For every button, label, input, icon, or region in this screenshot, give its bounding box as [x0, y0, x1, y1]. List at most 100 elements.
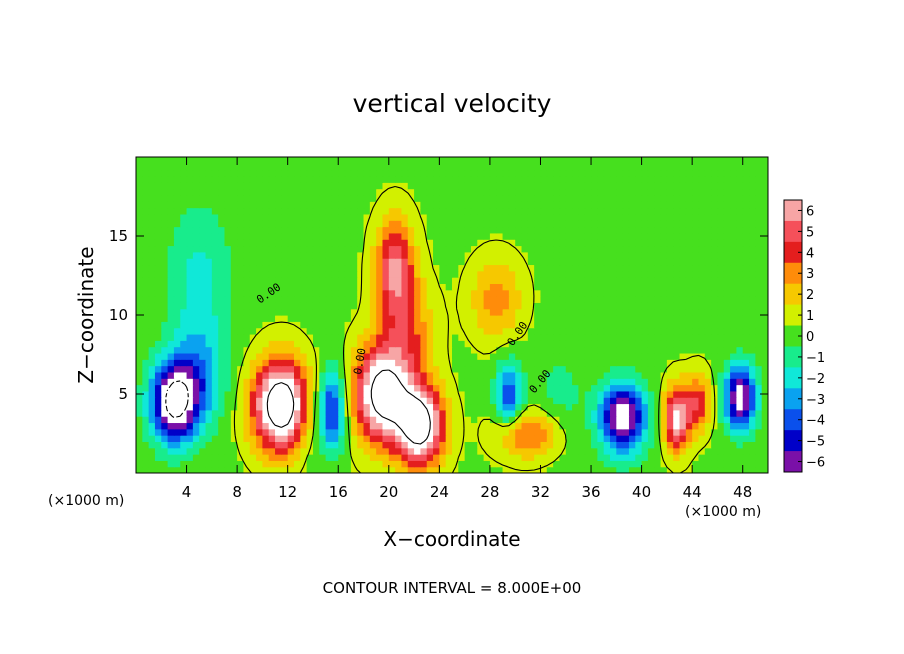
heatmap-cell — [439, 283, 447, 291]
heatmap-cell — [584, 277, 592, 284]
heatmap-cell — [464, 359, 472, 367]
heatmap-cell — [540, 163, 548, 171]
heatmap-cell — [218, 359, 226, 367]
heatmap-cell — [546, 384, 554, 392]
heatmap-cell — [470, 359, 478, 367]
heatmap-cell — [477, 213, 485, 221]
heatmap-cell — [439, 315, 447, 322]
heatmap-cell — [363, 397, 371, 405]
heatmap-cell — [357, 365, 365, 373]
heatmap-cell — [730, 302, 737, 310]
heatmap-cell — [673, 327, 681, 335]
heatmap-cell — [300, 163, 308, 171]
heatmap-cell — [502, 441, 510, 449]
heatmap-cell — [685, 163, 693, 171]
heatmap-cell — [553, 308, 561, 316]
heatmap-cell — [350, 182, 358, 190]
heatmap-cell — [167, 175, 175, 183]
heatmap-cell — [294, 270, 301, 278]
heatmap-cell — [603, 245, 611, 253]
heatmap-cell — [502, 169, 510, 177]
heatmap-cell — [224, 207, 232, 215]
heatmap-cell — [742, 175, 750, 183]
heatmap-cell — [616, 289, 624, 297]
heatmap-cell — [597, 384, 605, 392]
heatmap-cell — [350, 258, 358, 266]
heatmap-cell — [489, 226, 497, 234]
heatmap-cell — [628, 251, 636, 259]
heatmap-cell — [458, 239, 466, 247]
heatmap-cell — [426, 207, 434, 215]
heatmap-cell — [218, 460, 226, 468]
heatmap-cell — [660, 226, 668, 234]
heatmap-cell — [192, 352, 200, 360]
heatmap-cell — [553, 346, 561, 354]
heatmap-cell — [597, 365, 605, 373]
heatmap-cell — [331, 302, 339, 310]
heatmap-cell — [420, 384, 428, 392]
heatmap-cell — [300, 289, 308, 297]
heatmap-cell — [597, 460, 605, 468]
heatmap-cell — [565, 371, 573, 379]
heatmap-cell — [376, 359, 384, 367]
heatmap-cell — [300, 327, 308, 335]
heatmap-cell — [711, 163, 719, 171]
heatmap-cell — [338, 213, 346, 221]
heatmap-cell — [723, 315, 731, 322]
heatmap-cell — [755, 352, 763, 360]
heatmap-cell — [439, 188, 447, 196]
heatmap-cell — [515, 352, 523, 360]
heatmap-cell — [275, 157, 282, 164]
heatmap-cell — [578, 283, 586, 291]
heatmap-cell — [559, 422, 567, 430]
heatmap-cell — [527, 365, 535, 373]
heatmap-cell — [180, 232, 188, 240]
heatmap-cell — [268, 169, 276, 177]
heatmap-cell — [692, 422, 700, 430]
heatmap-cell — [578, 416, 586, 424]
heatmap-cell — [287, 169, 295, 177]
heatmap-cell — [256, 397, 263, 405]
heatmap-cell — [420, 270, 428, 278]
heatmap-cell — [553, 327, 561, 335]
heatmap-cell — [647, 378, 655, 386]
heatmap-cell — [136, 327, 143, 335]
heatmap-cell — [628, 289, 636, 297]
heatmap-cell — [717, 422, 725, 430]
heatmap-cell — [578, 409, 586, 417]
heatmap-cell — [420, 157, 428, 164]
heatmap-cell — [388, 226, 396, 234]
heatmap-cell — [685, 264, 693, 272]
heatmap-cell — [281, 264, 289, 272]
heatmap-cell — [439, 428, 447, 436]
heatmap-cell — [414, 384, 421, 392]
heatmap-cell — [527, 245, 535, 253]
heatmap-cell — [433, 422, 440, 430]
heatmap-cell — [603, 258, 611, 266]
heatmap-cell — [300, 422, 308, 430]
heatmap-cell — [382, 397, 390, 405]
heatmap-cell — [679, 371, 687, 379]
heatmap-cell — [704, 182, 712, 190]
heatmap-cell — [496, 302, 504, 310]
heatmap-cell — [666, 321, 674, 329]
heatmap-cell — [382, 296, 390, 303]
heatmap-cell — [420, 466, 428, 473]
heatmap-cell — [489, 270, 497, 278]
heatmap-cell — [742, 245, 750, 253]
heatmap-cell — [730, 416, 737, 424]
heatmap-cell — [742, 226, 750, 234]
heatmap-cell — [654, 270, 662, 278]
heatmap-cell — [401, 302, 409, 310]
heatmap-cell — [382, 352, 390, 360]
heatmap-cell — [154, 460, 162, 468]
heatmap-cell — [407, 384, 415, 392]
heatmap-cell — [294, 441, 301, 449]
heatmap-cell — [287, 333, 295, 341]
heatmap-cell — [597, 403, 605, 411]
heatmap-cell — [142, 409, 150, 417]
heatmap-cell — [350, 352, 358, 360]
heatmap-cell — [331, 201, 339, 209]
heatmap-cell — [325, 157, 333, 164]
heatmap-cell — [736, 251, 744, 259]
